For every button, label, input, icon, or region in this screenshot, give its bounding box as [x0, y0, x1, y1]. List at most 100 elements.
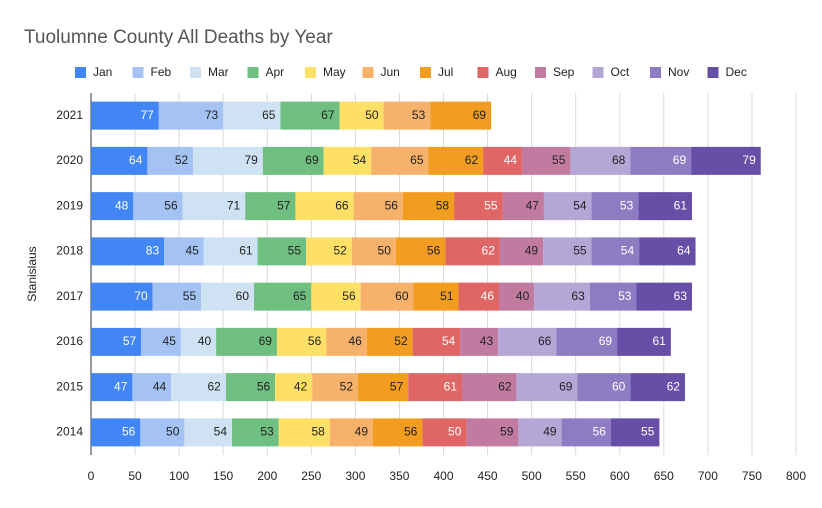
- bar-segment: [577, 373, 631, 402]
- bar-segment: [216, 327, 277, 356]
- data-label: 55: [484, 198, 498, 212]
- bar-segment: [360, 282, 414, 311]
- bar-segment: [366, 327, 413, 356]
- data-label: 54: [442, 334, 456, 348]
- data-label: 56: [122, 425, 136, 439]
- data-label: 49: [355, 425, 369, 439]
- data-label: 55: [573, 244, 587, 258]
- data-label: 66: [335, 198, 349, 212]
- x-tick-label: 50: [128, 469, 142, 483]
- bar-segment: [141, 327, 181, 356]
- bar-segment: [371, 146, 429, 175]
- legend-swatch: [75, 67, 86, 78]
- legend-label: Aug: [496, 65, 517, 79]
- legend-label: Jul: [438, 65, 453, 79]
- x-tick-label: 400: [433, 469, 453, 483]
- x-tick-label: 0: [88, 469, 95, 483]
- y-tick-label: 2014: [56, 425, 83, 439]
- data-label: 55: [552, 153, 566, 167]
- bar-segment: [91, 327, 142, 356]
- legend-swatch: [247, 67, 259, 78]
- bar-segment: [232, 418, 279, 447]
- data-label: 55: [288, 244, 302, 258]
- data-label: 66: [538, 334, 552, 348]
- bar-segment: [132, 373, 172, 402]
- data-label: 73: [205, 108, 219, 122]
- data-label: 56: [164, 198, 178, 212]
- bar-segment: [225, 373, 276, 402]
- legend-swatch: [650, 67, 661, 78]
- data-label: 56: [593, 425, 607, 439]
- bar-segment: [262, 146, 324, 175]
- data-label: 70: [134, 289, 148, 303]
- bar-segment: [591, 192, 639, 221]
- bar-segment: [351, 237, 396, 266]
- legend-swatch: [592, 67, 604, 78]
- legend-label: Nov: [668, 65, 689, 79]
- data-label: 45: [185, 244, 199, 258]
- bar-segment: [412, 327, 461, 356]
- x-tick-label: 550: [566, 469, 586, 483]
- data-label: 56: [427, 244, 441, 258]
- bar-segment: [275, 373, 313, 402]
- data-label: 56: [385, 198, 399, 212]
- data-label: 79: [244, 153, 258, 167]
- bar-segment: [454, 192, 503, 221]
- data-label: 49: [525, 244, 539, 258]
- bar-segment: [91, 146, 148, 175]
- bar-segment: [630, 373, 685, 402]
- bar-segment: [312, 373, 359, 402]
- legend-label: Mar: [208, 65, 229, 79]
- bar-segment: [180, 327, 217, 356]
- bar-segment: [466, 418, 519, 447]
- y-tick-label: 2020: [56, 153, 83, 167]
- data-label: 60: [612, 379, 626, 393]
- bar-segment: [91, 282, 153, 311]
- legend-label: May: [323, 65, 346, 79]
- bar-segment: [353, 192, 403, 221]
- data-label: 63: [571, 289, 585, 303]
- data-label: 54: [353, 153, 367, 167]
- data-label: 60: [236, 289, 250, 303]
- bar-segment: [193, 146, 263, 175]
- data-label: 47: [526, 198, 540, 212]
- bar-segment: [428, 146, 484, 175]
- y-tick-label: 2016: [56, 334, 83, 348]
- data-label: 45: [163, 334, 177, 348]
- data-label: 54: [573, 198, 587, 212]
- bar-segment: [329, 418, 373, 447]
- bar-segment: [543, 237, 592, 266]
- x-tick-label: 350: [389, 469, 409, 483]
- x-tick-label: 650: [654, 469, 674, 483]
- data-label: 55: [641, 425, 655, 439]
- legend-swatch: [420, 67, 431, 78]
- data-label: 42: [294, 379, 308, 393]
- x-tick-label: 300: [345, 469, 365, 483]
- bar-segment: [383, 101, 431, 130]
- legend-swatch: [477, 67, 489, 78]
- data-label: 46: [348, 334, 362, 348]
- bar-segment: [276, 327, 327, 356]
- y-axis-label: Stanislaus: [25, 246, 39, 301]
- data-label: 69: [473, 108, 487, 122]
- data-label: 47: [114, 379, 128, 393]
- bar-segment: [556, 327, 618, 356]
- legend-swatch: [535, 67, 546, 78]
- data-label: 55: [183, 289, 197, 303]
- data-label: 71: [227, 198, 241, 212]
- x-tick-label: 750: [742, 469, 762, 483]
- bar-segment: [254, 282, 312, 311]
- x-tick-label: 100: [169, 469, 189, 483]
- bar-segment: [610, 418, 660, 447]
- bar-segment: [518, 418, 562, 447]
- bar-segment: [339, 101, 384, 130]
- legend-label: Oct: [611, 65, 630, 79]
- data-label: 83: [146, 244, 160, 258]
- data-label: 67: [321, 108, 335, 122]
- data-label: 64: [129, 153, 143, 167]
- data-label: 61: [674, 198, 688, 212]
- bar-segment: [499, 237, 544, 266]
- bar-segment: [543, 192, 592, 221]
- data-label: 60: [395, 289, 409, 303]
- data-label: 53: [260, 425, 274, 439]
